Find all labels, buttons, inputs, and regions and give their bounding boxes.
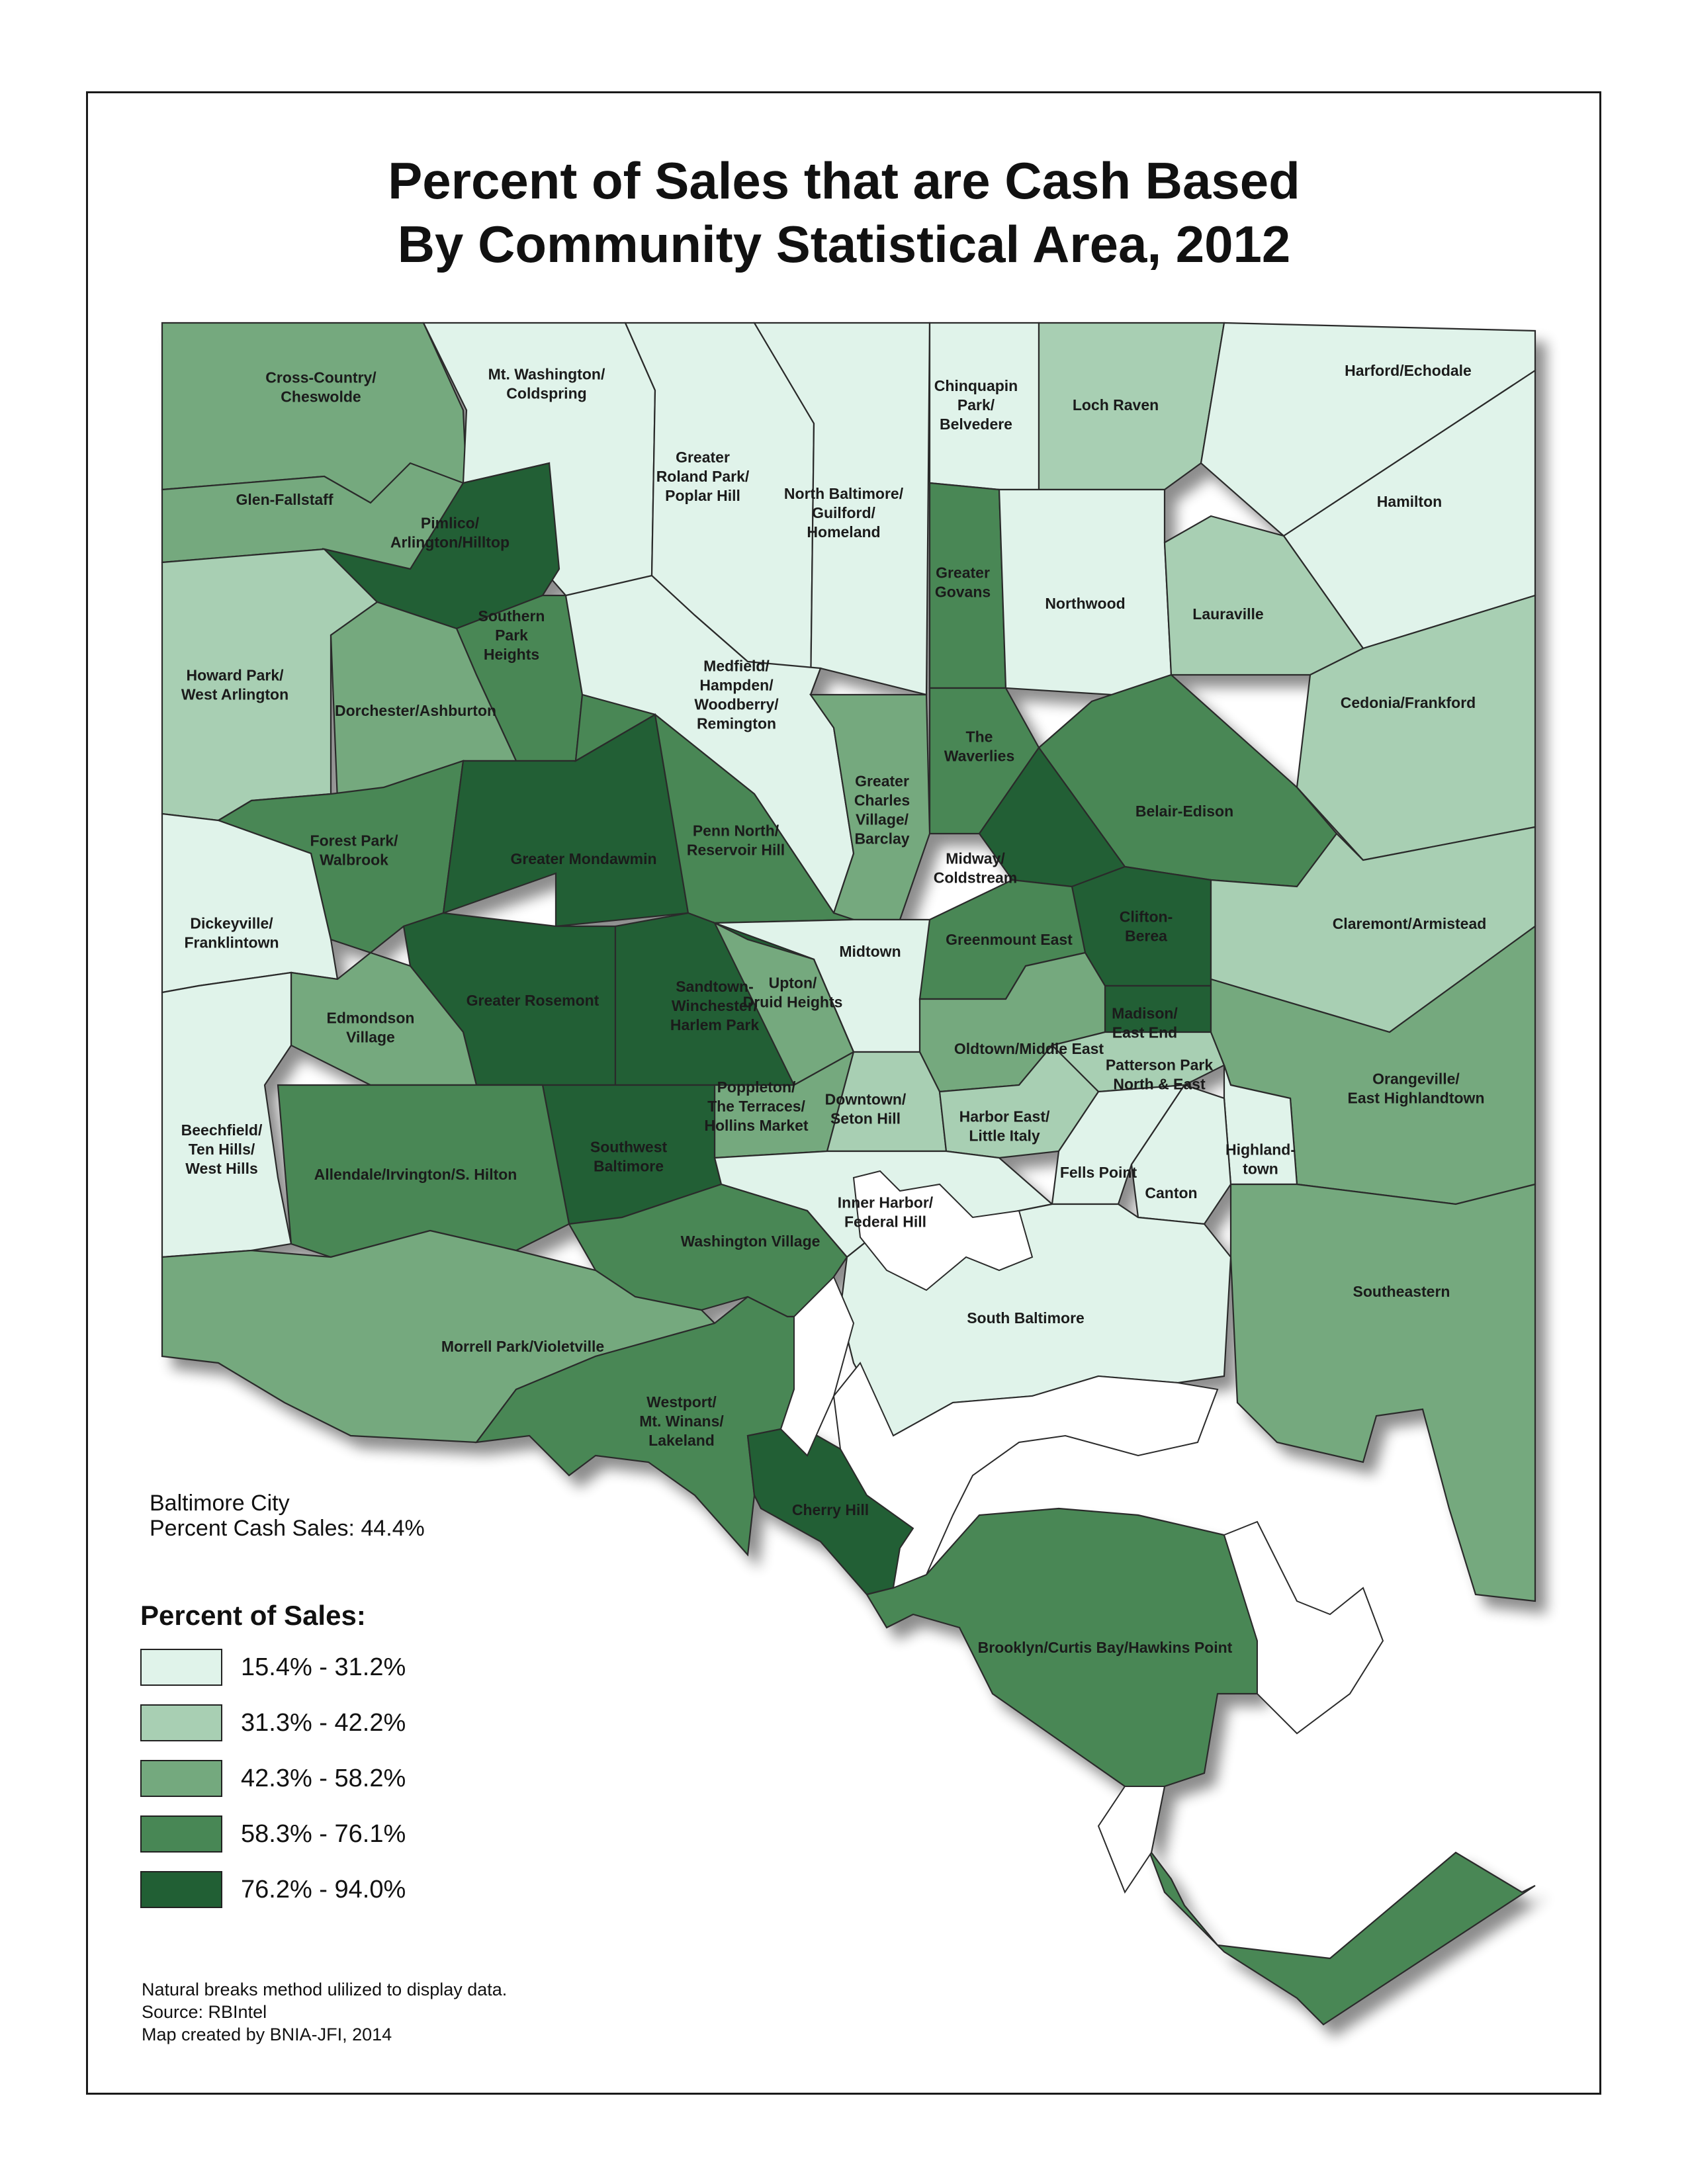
legend-label: 76.2% - 94.0% <box>241 1875 406 1903</box>
csa-region <box>277 1084 570 1258</box>
csa-label: Greenmount East <box>946 931 1073 948</box>
csa-region <box>1038 322 1225 491</box>
csa-region <box>866 1507 1536 2026</box>
csa-label: Highland-town <box>1225 1141 1296 1178</box>
csa-label: Mt. Washington/Coldspring <box>488 366 605 402</box>
legend-item: 42.3% - 58.2% <box>140 1759 406 1798</box>
harbor-water <box>1097 1786 1166 1894</box>
csa-label: Patterson Park North & East <box>1106 1057 1214 1093</box>
legend-swatch <box>140 1704 222 1741</box>
legend-label: 15.4% - 31.2% <box>241 1653 406 1681</box>
csa-label: Harford/Echodale <box>1345 362 1472 379</box>
title-line-2: By Community Statistical Area, 2012 <box>397 215 1291 273</box>
csa-label: Southwest Baltimore <box>590 1139 668 1175</box>
csa-label: Cross-Country/Cheswolde <box>265 369 377 406</box>
csa-label: Glen-Fallstaff <box>236 491 333 508</box>
csa-label: Washington Village <box>681 1233 821 1250</box>
csa-label: Southern Park Heights <box>478 607 545 663</box>
csa-label: Upton/Druid Heights <box>743 975 843 1011</box>
csa-label: Forest Park/Walbrook <box>310 832 399 869</box>
csa-label: Claremont/Armistead <box>1333 915 1487 932</box>
csa-label: Beechfield/Ten Hills/West Hills <box>181 1121 263 1177</box>
csa-label: Pimlico/Arlington/Hilltop <box>390 515 510 551</box>
csa-label: Westport/Mt. Winans/Lakeland <box>639 1393 724 1449</box>
legend-title: Percent of Sales: <box>140 1600 366 1631</box>
csa-label: Greater Roland Park/Poplar Hill <box>656 449 750 504</box>
csa-label: Dickeyville/Franklintown <box>184 915 279 951</box>
map-notes: Natural breaks method ulilized to displa… <box>142 1978 507 2046</box>
csa-label: Greater Rosemont <box>466 992 600 1009</box>
csa-region <box>574 693 854 924</box>
legend-swatch <box>140 1815 222 1853</box>
csa-label: Morrell Park/Violetville <box>441 1338 604 1355</box>
legend-item: 31.3% - 42.2% <box>140 1703 406 1743</box>
csa-label: Midway/Coldstream <box>934 850 1018 887</box>
csa-label: Downtown/Seton Hill <box>825 1091 907 1127</box>
csa-label: Edmondson Village <box>327 1010 415 1046</box>
csa-region <box>1229 1183 1536 1602</box>
csa-label: Cedonia/Frankford <box>1341 694 1476 711</box>
csa-label: Madison/East End <box>1112 1005 1178 1041</box>
csa-label: Loch Raven <box>1073 396 1159 414</box>
csa-label: Penn North/Reservoir Hill <box>687 822 785 859</box>
harbor-water <box>852 1170 1034 1291</box>
legend-label: 58.3% - 76.1% <box>241 1819 406 1848</box>
csa-label: Dorchester/Ashburton <box>335 702 496 719</box>
title-line-1: Percent of Sales that are Cash Based <box>388 152 1300 210</box>
csa-label: South Baltimore <box>967 1309 1085 1327</box>
csa-label: Belair-Edison <box>1135 803 1233 820</box>
csa-label: Canton <box>1145 1184 1197 1201</box>
csa-label: Poppleton/The Terraces/Hollins Market <box>704 1078 809 1134</box>
csa-label: North Baltimore/Guilford/Homeland <box>784 485 904 541</box>
csa-label: Lauraville <box>1192 605 1263 623</box>
legend-swatch <box>140 1871 222 1908</box>
method-note: Natural breaks method ulilized to displa… <box>142 1980 508 1999</box>
csa-label: Harbor East/Little Italy <box>959 1108 1050 1145</box>
legend-item: 58.3% - 76.1% <box>140 1814 406 1854</box>
csa-label: Clifton-Berea <box>1120 908 1173 945</box>
map-title: Percent of Sales that are Cash Based By … <box>0 149 1688 276</box>
csa-region <box>161 971 292 1258</box>
csa-label: Brooklyn/Curtis Bay/Hawkins Point <box>978 1639 1233 1656</box>
csa-label: Orangeville/East Highlandtown <box>1348 1070 1485 1107</box>
legend-swatch <box>140 1760 222 1797</box>
csa-label: The Waverlies <box>944 728 1015 765</box>
credit-note: Map created by BNIA-JFI, 2014 <box>142 2025 392 2044</box>
harbor-water <box>1223 1520 1384 1735</box>
csa-label: Midtown <box>839 943 901 960</box>
csa-label: Medfield/Hampden/Woodberry/Remington <box>694 658 779 732</box>
csa-label: Inner Harbor/Federal Hill <box>838 1194 934 1231</box>
citywide-name: Baltimore City <box>150 1491 290 1516</box>
map-frame <box>86 91 1601 2095</box>
csa-region <box>998 488 1173 696</box>
csa-label: Southeastern <box>1353 1283 1450 1300</box>
citywide-value: Percent Cash Sales: 44.4% <box>150 1516 425 1541</box>
csa-label: Chinquapin Park/Belvedere <box>934 377 1018 433</box>
csa-label: Fells Point <box>1060 1164 1137 1181</box>
source-note: Source: RBIntel <box>142 2002 267 2022</box>
citywide-summary: Baltimore City Percent Cash Sales: 44.4% <box>150 1491 425 1541</box>
legend-label: 31.3% - 42.2% <box>241 1708 406 1737</box>
csa-label: Northwood <box>1045 595 1125 612</box>
csa-label: Oldtown/Middle East <box>954 1040 1104 1057</box>
legend-label: 42.3% - 58.2% <box>241 1764 406 1792</box>
csa-label: Howard Park/West Arlington <box>181 667 289 703</box>
legend-item: 76.2% - 94.0% <box>140 1870 406 1909</box>
csa-label: Cherry Hill <box>792 1501 869 1518</box>
csa-label: Allendale/Irvington/S. Hilton <box>314 1166 517 1183</box>
csa-label: Greater Mondawmin <box>510 850 656 867</box>
legend-swatch <box>140 1649 222 1686</box>
csa-label: Hamilton <box>1377 493 1442 510</box>
harbor-water <box>779 1276 855 1457</box>
csa-label: Greater Charles Village/Barclay <box>854 773 910 848</box>
legend-item: 15.4% - 31.2% <box>140 1647 406 1687</box>
csa-region <box>290 951 478 1086</box>
harbor-water <box>832 1362 1219 1589</box>
csa-label: Greater Govans <box>935 564 991 601</box>
csa-label: Sandtown-Winchester/Harlem Park <box>670 978 759 1033</box>
